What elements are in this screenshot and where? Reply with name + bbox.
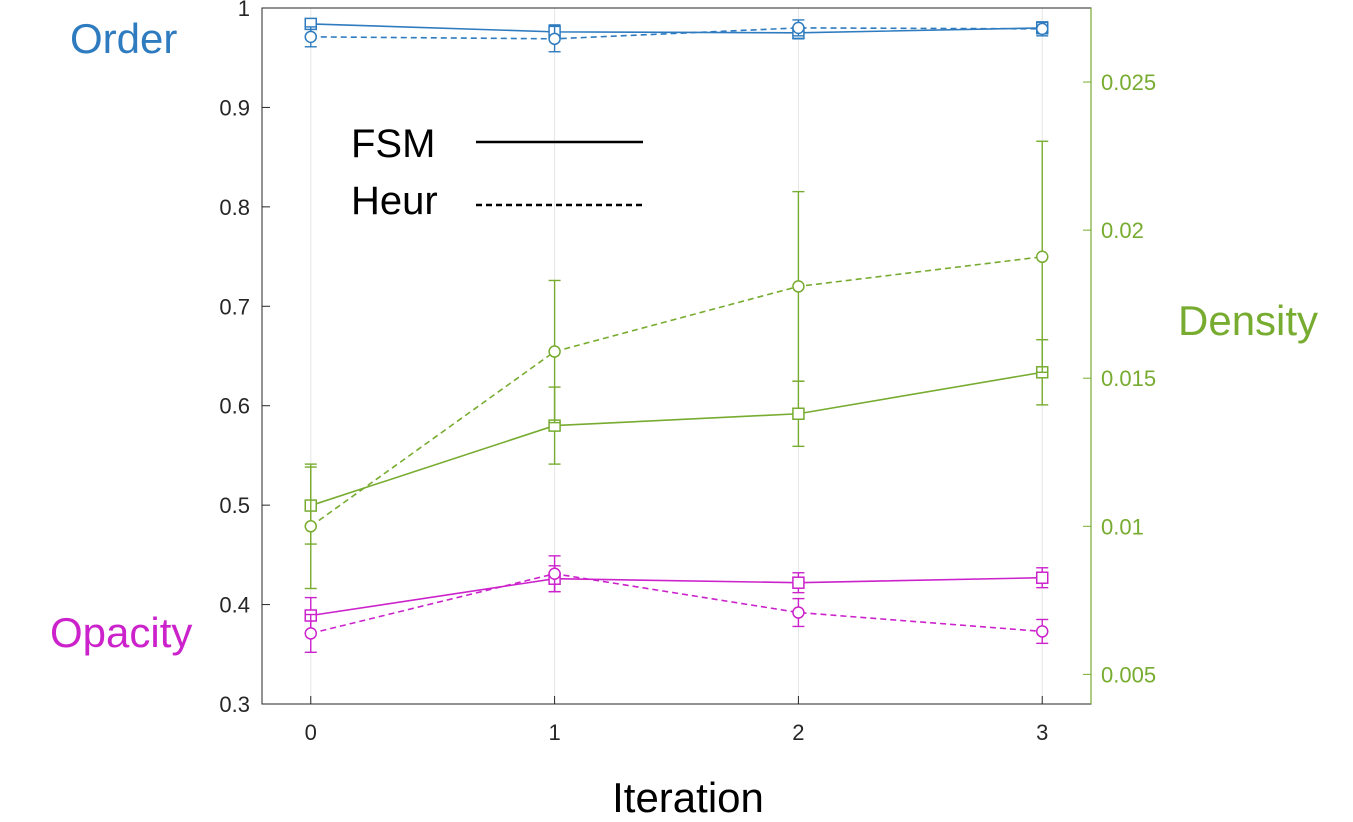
order-label: Order [70, 15, 177, 62]
data-point [792, 407, 805, 421]
series-line [310, 371, 1043, 507]
y2-tick-label: 0.01 [1101, 514, 1144, 539]
data-point [792, 21, 805, 35]
series-line [310, 576, 1043, 617]
series-line [310, 23, 1043, 34]
data-point [1035, 571, 1049, 584]
data-point [548, 32, 561, 46]
x-axis-label: Iteration [612, 774, 764, 821]
series-line [310, 27, 1043, 40]
y2-tick-label: 0.015 [1101, 366, 1156, 391]
series-opacity-solid [304, 565, 1049, 635]
data-point [1035, 250, 1049, 264]
opacity-label: Opacity [50, 609, 192, 656]
y-tick-label: 1 [238, 0, 250, 21]
y2-tick-label: 0.02 [1101, 218, 1144, 243]
data-point [792, 576, 805, 589]
series-order-dashed [304, 19, 1049, 53]
y-tick-label: 0.3 [219, 692, 250, 717]
data-point [792, 280, 805, 293]
data-point [304, 30, 318, 44]
y2-tick-label: 0.005 [1101, 662, 1156, 687]
series [304, 17, 1049, 653]
x-tick-label: 3 [1036, 720, 1048, 745]
right-axis: 0.005 0.01 0.015 0.02 0.025 [1083, 8, 1156, 704]
series-density-solid [304, 339, 1049, 545]
data-point [1035, 625, 1049, 638]
y-tick-label: 0.6 [219, 394, 250, 419]
x-tick-label: 1 [548, 720, 560, 745]
data-point [792, 606, 805, 619]
x-tick-label: 0 [305, 720, 317, 745]
legend: FSM Heur [351, 122, 643, 223]
x-axis: 0 1 2 3 [305, 696, 1048, 745]
y-tick-label: 0.7 [219, 294, 250, 319]
data-point [304, 520, 318, 533]
y-tick-label: 0.4 [219, 593, 250, 618]
data-point [548, 345, 561, 358]
data-point [1035, 22, 1049, 36]
x-tick-label: 2 [792, 720, 804, 745]
y2-tick-label: 0.025 [1101, 70, 1156, 95]
y-tick-label: 0.9 [219, 95, 250, 120]
legend-label-fsm: FSM [351, 122, 435, 166]
data-point [548, 567, 561, 580]
series-line [310, 572, 1043, 635]
density-label: Density [1178, 297, 1318, 344]
series-order-solid [304, 17, 1049, 40]
left-axis: 0.3 0.4 0.5 0.6 0.7 0.8 0.9 1 [219, 0, 270, 717]
legend-label-heur: Heur [351, 179, 438, 223]
y-tick-label: 0.8 [219, 195, 250, 220]
plot-frame [261, 7, 1092, 705]
series-opacity-dashed [304, 555, 1049, 653]
series-line [310, 255, 1043, 527]
y-tick-label: 0.5 [219, 493, 250, 518]
series-density-dashed [304, 140, 1049, 590]
data-point [304, 627, 318, 640]
